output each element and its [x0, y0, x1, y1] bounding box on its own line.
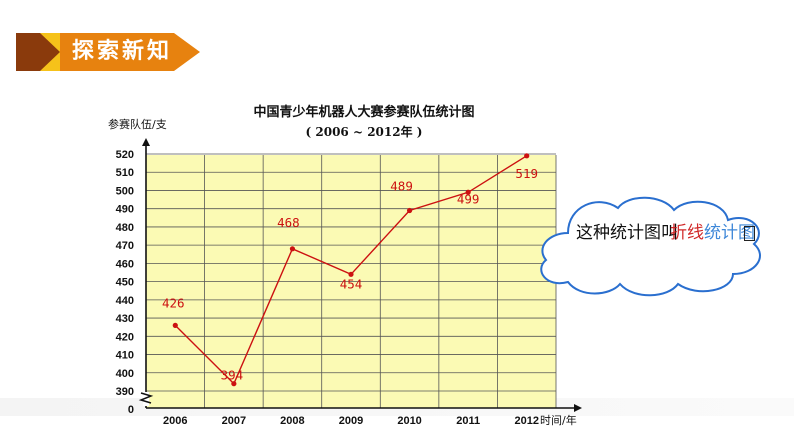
y-axis-arrow-icon	[142, 138, 150, 146]
x-tick-label: 2009	[339, 415, 363, 427]
data-point	[524, 153, 530, 159]
x-axis-label: 时间/年	[540, 413, 577, 427]
data-point	[289, 246, 296, 252]
y-tick-label: 440	[116, 295, 134, 307]
x-tick-label: 2010	[397, 415, 421, 427]
axis-break-icon	[138, 392, 154, 404]
x-tick-label: 2008	[280, 415, 304, 427]
y-tick-label: 450	[116, 277, 134, 289]
y-tick-label: 390	[116, 386, 134, 398]
data-label: 519	[515, 166, 538, 181]
banner-orange-arrow	[60, 33, 200, 71]
missing-glyph-box	[744, 226, 755, 241]
y-tick-label: 480	[116, 222, 134, 234]
x-axis-arrow-icon	[574, 404, 582, 412]
data-point	[348, 271, 354, 277]
y-tick-label: 460	[116, 258, 134, 270]
chart-subtitle: ( 2006 ~ 2012年 )	[306, 124, 423, 139]
banner-title: 探索新知	[72, 39, 173, 64]
y-tick-label: 490	[116, 204, 134, 216]
answer-red-text: 折线	[670, 223, 704, 243]
data-label: 426	[162, 295, 185, 310]
data-label: 394	[221, 368, 244, 383]
y-tick-label: 520	[116, 149, 134, 161]
axis-break-gap	[143, 392, 149, 406]
data-point	[172, 322, 178, 328]
cloud-shape	[540, 196, 761, 297]
y-tick-label: 410	[116, 350, 134, 362]
speech-cloud	[540, 196, 761, 297]
x-tick-label: 2006	[163, 415, 187, 427]
y-tick-label: 0	[128, 404, 134, 416]
data-label: 499	[457, 191, 480, 206]
x-tick-label: 2012	[514, 415, 538, 427]
data-label: 468	[277, 215, 300, 230]
cloud-text: 这种统计图叫	[576, 223, 678, 243]
data-label: 454	[340, 276, 363, 291]
section-banner	[16, 33, 200, 71]
chart-title: 中国青少年机器人大赛参赛队伍统计图	[253, 104, 474, 120]
y-tick-label: 510	[116, 167, 134, 179]
plot-area: 0 390 400 410 420 430 440 450 460 470 480 490 500 510…	[116, 138, 582, 427]
answer-blue-text: 统计图	[704, 223, 755, 243]
data-point	[231, 381, 237, 387]
data-point	[465, 189, 471, 195]
cloud-answer-overlay: 折线统计图	[670, 218, 755, 243]
y-tick-label: 500	[116, 185, 134, 197]
y-tick-label: 470	[116, 240, 134, 252]
data-point	[406, 207, 413, 214]
y-tick-label: 420	[116, 331, 134, 343]
data-label: 489	[390, 179, 413, 194]
x-tick-label: 2011	[456, 415, 480, 427]
y-tick-label: 400	[116, 368, 134, 380]
x-tick-label: 2007	[222, 415, 246, 427]
y-tick-label: 430	[116, 313, 134, 325]
banner-chevron-icon	[16, 33, 60, 71]
y-axis-label: 参赛队伍/支	[108, 117, 167, 131]
